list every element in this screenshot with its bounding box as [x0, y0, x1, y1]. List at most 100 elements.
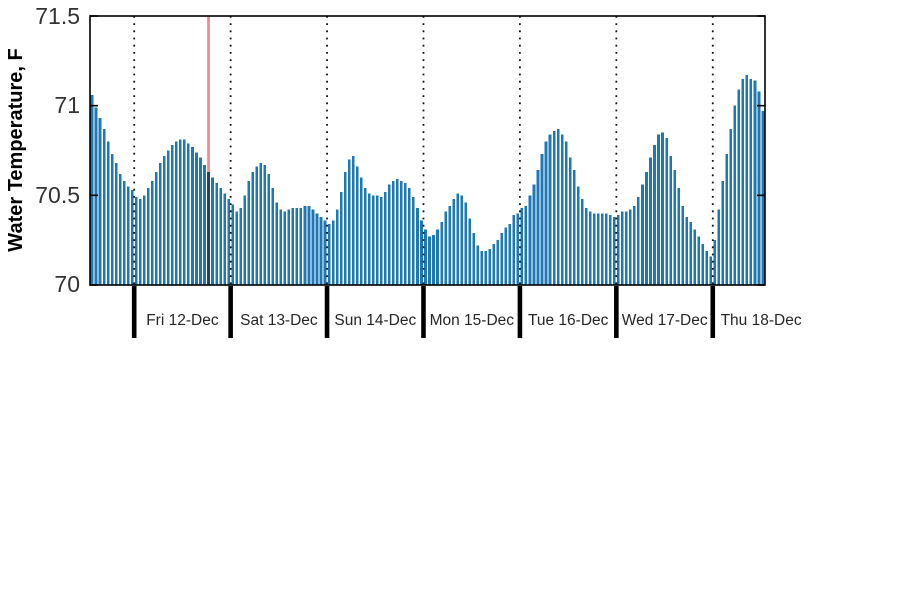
temperature-bar — [568, 157, 572, 285]
temperature-bar — [291, 207, 295, 285]
temperature-bar — [524, 206, 528, 285]
temperature-bar — [532, 184, 536, 285]
temperature-bar — [508, 224, 512, 285]
day-boundary-guides-layer — [131, 16, 716, 338]
temperature-bar — [621, 211, 624, 285]
temperature-bar — [231, 204, 234, 285]
temperature-bar — [211, 177, 214, 285]
temperature-bar — [697, 236, 701, 285]
temperature-bar — [150, 180, 154, 285]
temperature-bar — [645, 172, 648, 285]
temperature-bar — [106, 141, 110, 285]
x-tick-label-thu: Thu 18-Dec — [721, 312, 802, 329]
temperature-bar — [745, 75, 749, 286]
temperature-bar — [315, 213, 319, 285]
temperature-bar — [339, 191, 343, 285]
temperature-bar — [669, 155, 672, 285]
temperature-bars-layer — [90, 75, 765, 286]
temperature-bar — [235, 211, 238, 285]
temperature-bar — [319, 216, 323, 285]
temperature-bar — [371, 195, 375, 285]
temperature-bar — [476, 245, 480, 285]
x-tick-label-sat: Sat 13-Dec — [240, 312, 318, 329]
temperature-bar — [448, 206, 451, 285]
temperature-bar — [625, 211, 628, 285]
temperature-bar — [283, 211, 287, 285]
temperature-bar — [215, 182, 218, 285]
x-tick-label-sun: Sun 14-Dec — [334, 312, 416, 329]
temperature-bar — [311, 209, 315, 285]
temperature-bar — [548, 134, 552, 285]
temperature-bar — [484, 250, 488, 285]
temperature-bar — [749, 78, 753, 286]
temperature-bar — [163, 155, 166, 285]
temperature-bar — [171, 145, 174, 285]
temperature-bar — [179, 139, 182, 285]
temperature-bar — [351, 155, 355, 285]
temperature-bar — [400, 180, 403, 285]
temperature-bar — [275, 202, 279, 285]
temperature-bar — [556, 128, 560, 285]
temperature-bar — [267, 173, 271, 285]
temperature-bar — [693, 229, 696, 285]
temperature-bar — [327, 224, 331, 285]
x-tick-label-mon: Mon 15-Dec — [430, 312, 515, 329]
temperature-bar — [757, 91, 761, 285]
temperature-bar — [496, 240, 500, 285]
temperature-bar — [681, 206, 684, 285]
axis-ticks-layer — [90, 15, 765, 286]
temperature-bar — [713, 240, 717, 285]
temperature-bar — [428, 236, 431, 285]
temperature-bar — [199, 157, 202, 285]
y-tick-label-70: 70 — [54, 271, 80, 297]
temperature-bar — [287, 209, 291, 285]
temperature-bar — [195, 152, 198, 285]
temperature-bar — [641, 184, 644, 285]
temperature-bar — [94, 107, 98, 286]
temperature-bar — [492, 243, 496, 285]
y-tick-label-71-5: 71.5 — [35, 3, 80, 29]
temperature-bar — [721, 180, 725, 285]
temperature-bar — [404, 182, 407, 285]
temperature-bar — [424, 229, 427, 285]
temperature-bar — [709, 256, 713, 285]
temperature-bar — [737, 89, 741, 285]
temperature-bar — [733, 105, 737, 285]
temperature-bar — [653, 145, 656, 285]
temperature-bar — [203, 164, 206, 285]
temperature-bar — [227, 198, 230, 285]
temperature-bar — [175, 141, 178, 285]
temperature-bar — [633, 206, 636, 285]
temperature-bar — [512, 215, 516, 285]
temperature-bar — [729, 128, 733, 285]
temperature-bar — [363, 188, 367, 285]
temperature-bar — [243, 195, 246, 285]
temperature-bar — [223, 193, 226, 285]
temperature-bar — [552, 130, 556, 285]
x-tick-label-fri: Fri 12-Dec — [146, 312, 219, 329]
temperature-bar — [102, 128, 106, 285]
temperature-bar — [388, 184, 391, 285]
temperature-bar — [122, 180, 126, 285]
temperature-bar — [90, 94, 94, 285]
temperature-bar — [456, 193, 459, 285]
temperature-bar — [219, 188, 222, 285]
temperature-bar — [331, 220, 335, 285]
temperature-bar — [347, 159, 351, 285]
temperature-bar — [303, 206, 307, 285]
temperature-bar — [500, 232, 504, 285]
temperature-bar — [444, 211, 447, 285]
temperature-bar — [753, 80, 757, 285]
temperature-bar — [588, 211, 592, 285]
temperature-bar — [408, 188, 411, 285]
temperature-bar — [516, 213, 520, 285]
temperature-bar — [440, 222, 443, 285]
temperature-bar — [110, 154, 114, 285]
temperature-bar — [584, 207, 588, 285]
temperature-bar — [295, 207, 299, 285]
temperature-bar — [536, 170, 540, 285]
temperature-bar — [375, 195, 379, 285]
temperature-bar — [685, 216, 688, 285]
